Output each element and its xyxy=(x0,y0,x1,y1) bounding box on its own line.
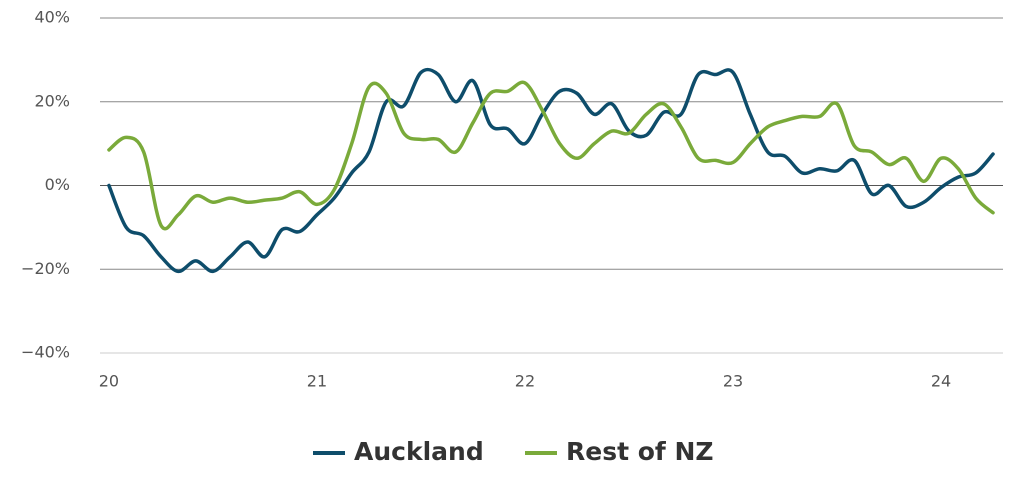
line-series xyxy=(107,67,995,274)
y-tick-label: −40% xyxy=(21,343,70,362)
x-tick-label: 23 xyxy=(723,372,743,391)
x-tick-label: 20 xyxy=(99,372,119,391)
y-tick-label: −20% xyxy=(21,259,70,278)
y-tick-label: 20% xyxy=(34,91,70,110)
y-tick-label: 0% xyxy=(45,175,70,194)
y-tick-label: 40% xyxy=(34,8,70,27)
line-series xyxy=(107,80,995,231)
x-tick-label: 21 xyxy=(307,372,327,391)
legend-label: Rest of NZ xyxy=(566,437,714,466)
x-tick-label: 22 xyxy=(515,372,535,391)
x-tick-label: 24 xyxy=(931,372,951,391)
legend-label: Auckland xyxy=(354,437,484,466)
